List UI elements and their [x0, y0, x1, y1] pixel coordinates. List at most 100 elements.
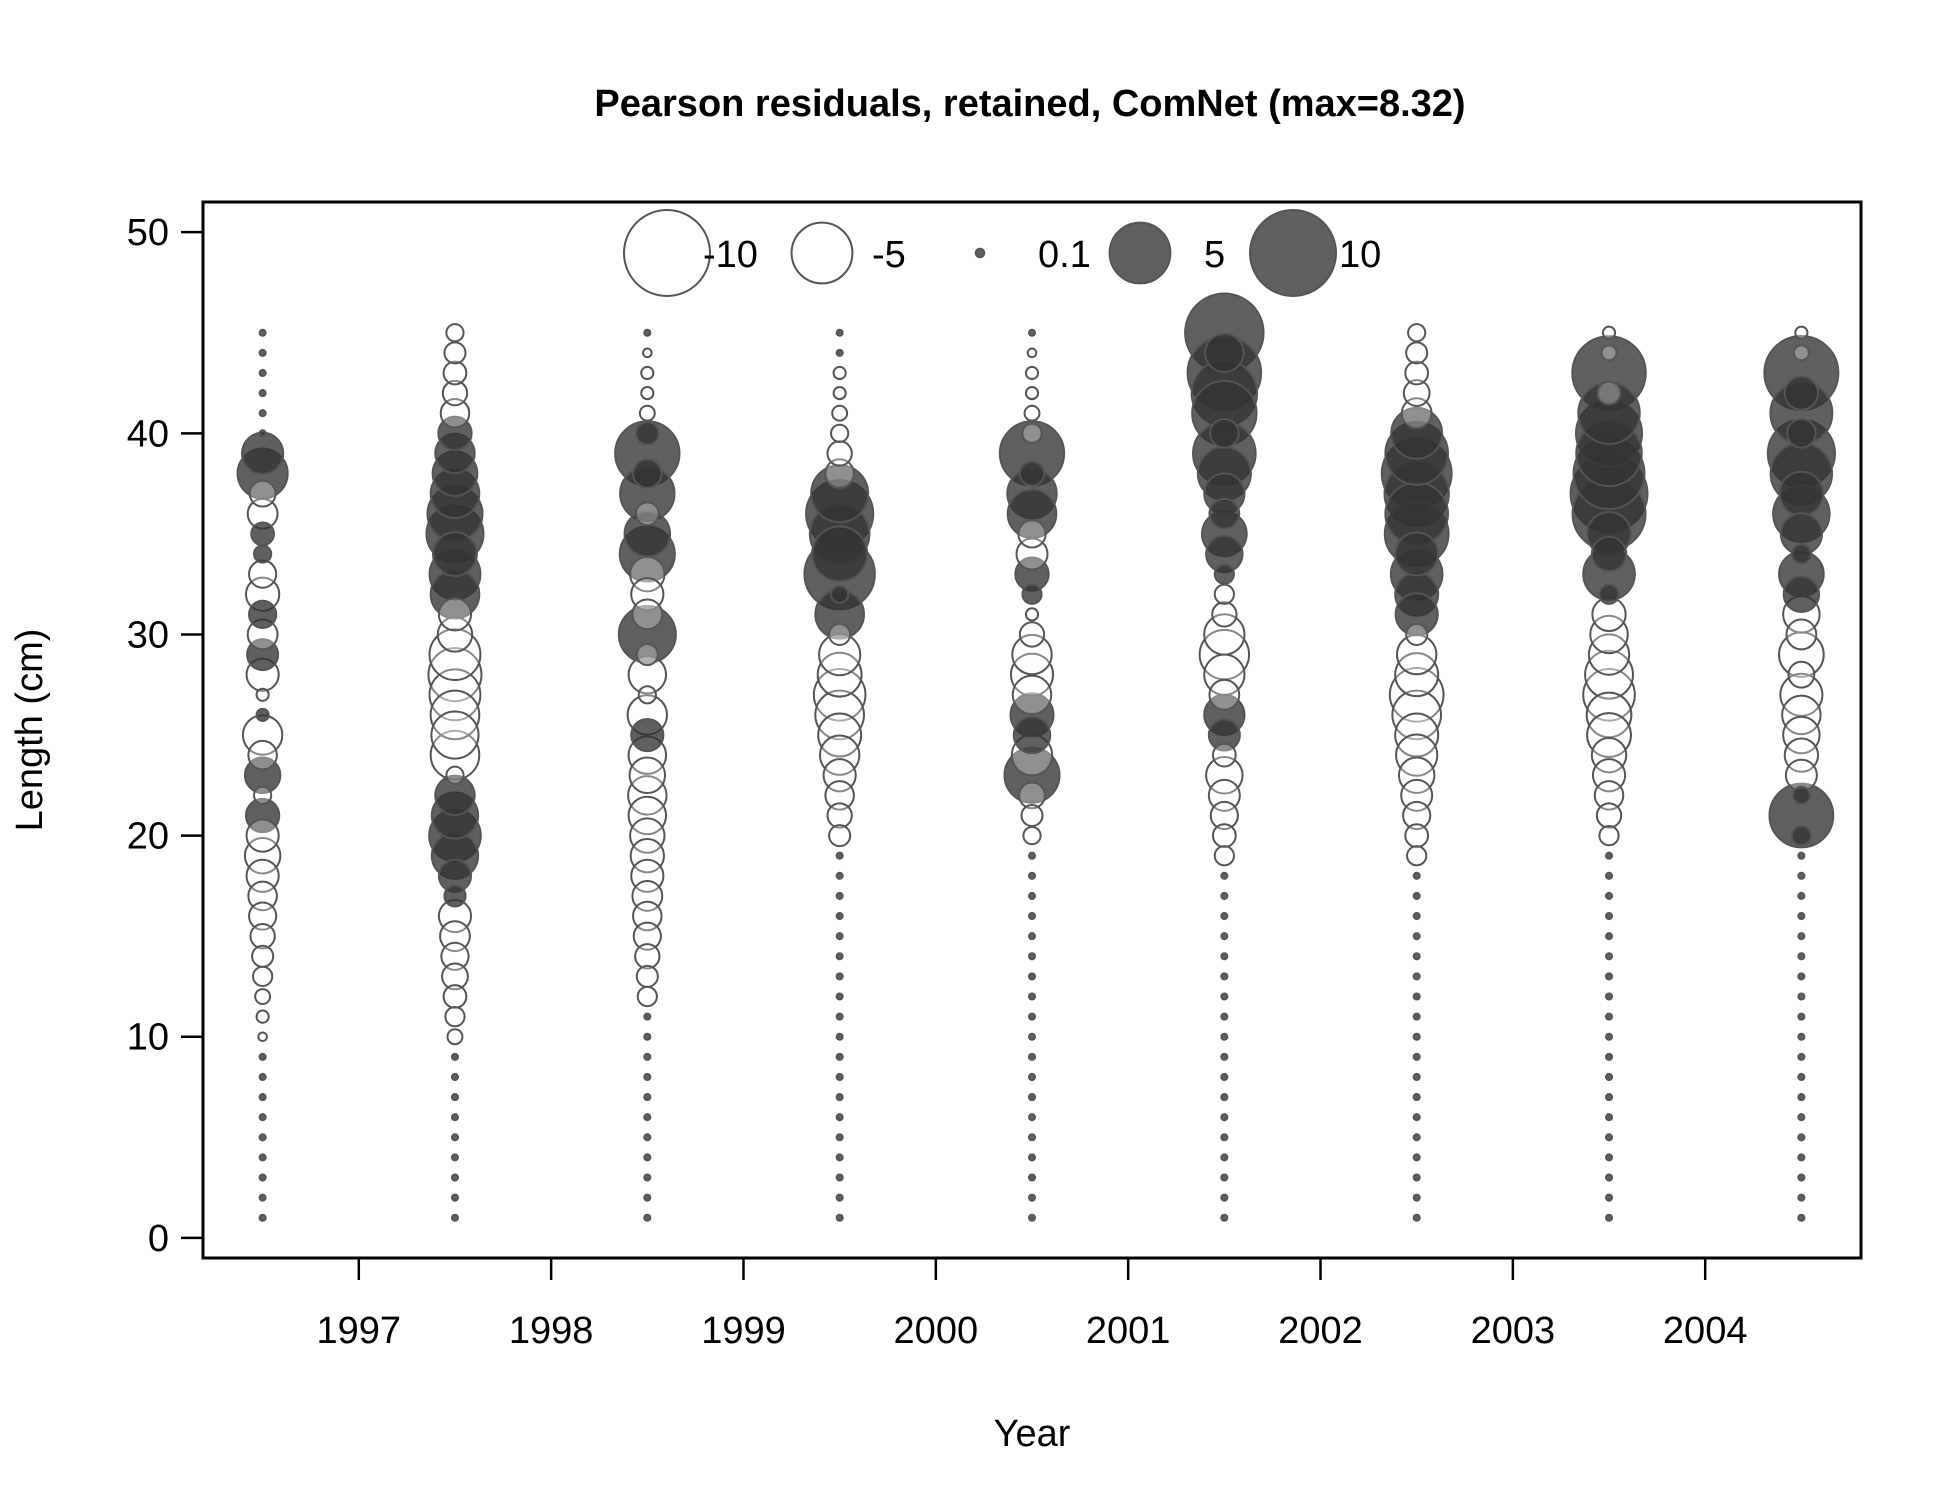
- residual-bubble: [1208, 497, 1241, 530]
- residual-bubble: [450, 1193, 460, 1202]
- residual-bubble: [830, 423, 850, 443]
- residual-bubble: [1011, 633, 1053, 676]
- residual-bubble: [1598, 583, 1620, 605]
- residual-bubble: [1405, 622, 1429, 646]
- bubble-layer: [236, 292, 1840, 1222]
- y-tick-label: 50: [127, 212, 169, 254]
- residual-bubble: [627, 795, 668, 836]
- residual-bubble: [818, 734, 861, 776]
- legend-label: -10: [703, 234, 758, 276]
- residual-bubble: [1405, 341, 1429, 365]
- residual-bubble: [835, 851, 844, 860]
- residual-bubble: [250, 521, 276, 547]
- x-tick-label: 1999: [701, 1310, 786, 1352]
- residual-bubble: [1797, 1032, 1806, 1041]
- residual-bubble: [1211, 742, 1237, 768]
- residual-bubble: [1604, 972, 1614, 981]
- residual-bubble: [258, 1193, 267, 1202]
- residual-bubble: [247, 880, 278, 912]
- residual-bubble: [835, 912, 844, 921]
- x-tick-label: 2002: [1278, 1310, 1363, 1352]
- residual-bubble: [1797, 871, 1806, 880]
- residual-bubble: [1412, 891, 1421, 900]
- residual-bubble: [1587, 633, 1631, 676]
- residual-bubble: [258, 1093, 267, 1102]
- residual-bubble: [1412, 1032, 1421, 1041]
- residual-bubble: [446, 1028, 464, 1046]
- residual-bubble: [643, 1153, 652, 1162]
- residual-bubble: [1395, 633, 1438, 676]
- residual-bubble: [1404, 823, 1430, 848]
- residual-bubble: [1027, 1052, 1037, 1061]
- residual-bubble: [835, 932, 844, 941]
- residual-bubble: [439, 920, 471, 953]
- residual-bubble: [1604, 1113, 1614, 1122]
- residual-bubble: [1412, 1052, 1421, 1061]
- residual-bubble: [643, 1133, 652, 1142]
- residual-bubble: [632, 900, 663, 932]
- residual-bubble: [1412, 871, 1421, 880]
- residual-bubble: [1768, 782, 1835, 849]
- residual-bubble: [638, 404, 656, 422]
- residual-bubble: [255, 1009, 270, 1024]
- residual-bubble: [1027, 912, 1037, 921]
- residual-bubble: [835, 972, 844, 981]
- residual-bubble: [1797, 1113, 1806, 1122]
- residual-bubble: [444, 1006, 466, 1028]
- residual-bubble: [1604, 1213, 1614, 1222]
- residual-bubble: [632, 921, 662, 951]
- residual-bubble: [450, 1093, 460, 1102]
- residual-bubble: [631, 598, 664, 631]
- residual-bubble: [634, 943, 661, 970]
- residual-bubble: [643, 1213, 652, 1222]
- residual-bubble: [1778, 470, 1825, 517]
- residual-bubble: [258, 1153, 267, 1162]
- residual-bubble: [1027, 1032, 1037, 1041]
- residual-bubble: [428, 668, 482, 722]
- residual-bubble: [835, 992, 844, 1001]
- residual-bubble: [1412, 952, 1421, 961]
- residual-bubble: [629, 555, 666, 593]
- residual-bubble: [258, 348, 267, 357]
- residual-bubble: [450, 1072, 460, 1082]
- residual-bubble: [1220, 972, 1229, 981]
- residual-bubble: [1797, 891, 1806, 900]
- residual-bubble: [1797, 952, 1806, 961]
- residual-bubble: [1604, 1012, 1614, 1021]
- residual-bubble: [835, 1032, 844, 1041]
- residual-bubble: [1412, 1213, 1421, 1222]
- residual-bubble: [1220, 1153, 1229, 1162]
- residual-bubble: [450, 1153, 460, 1162]
- residual-bubble: [835, 1213, 844, 1222]
- residual-bubble: [439, 397, 471, 429]
- residual-bubble: [835, 871, 844, 880]
- y-tick-label: 40: [127, 413, 169, 455]
- y-axis: 0 10 20 30 40 50: [127, 212, 205, 1260]
- residual-bubble: [643, 1193, 652, 1202]
- residual-bubble: [258, 1113, 267, 1122]
- residual-bubble: [1220, 992, 1229, 1001]
- residual-bubble: [643, 1093, 652, 1102]
- residual-bubble: [258, 389, 267, 398]
- residual-bubble: [253, 785, 273, 805]
- residual-bubble: [258, 1133, 267, 1142]
- residual-bubble: [445, 765, 465, 785]
- residual-bubble: [1020, 803, 1044, 828]
- residual-bubble: [635, 964, 659, 988]
- residual-bubble: [1207, 718, 1241, 752]
- residual-bubble: [430, 710, 480, 760]
- residual-bubble: [1797, 1012, 1806, 1021]
- residual-bubble: [1604, 871, 1614, 880]
- x-axis: 1997 1998 1999 2000 2001 2002 2003 2004: [317, 1256, 1747, 1352]
- residual-bubble: [627, 654, 668, 695]
- residual-bubble: [835, 1072, 844, 1082]
- residual-bubble: [1604, 851, 1614, 860]
- residual-bubble: [637, 685, 657, 705]
- residual-bubble: [1021, 422, 1043, 444]
- residual-bubble: [434, 774, 476, 817]
- residual-bubble: [253, 544, 273, 564]
- residual-bubble: [1220, 891, 1229, 900]
- residual-bubble: [1018, 460, 1046, 487]
- x-tick-label: 2003: [1471, 1310, 1556, 1352]
